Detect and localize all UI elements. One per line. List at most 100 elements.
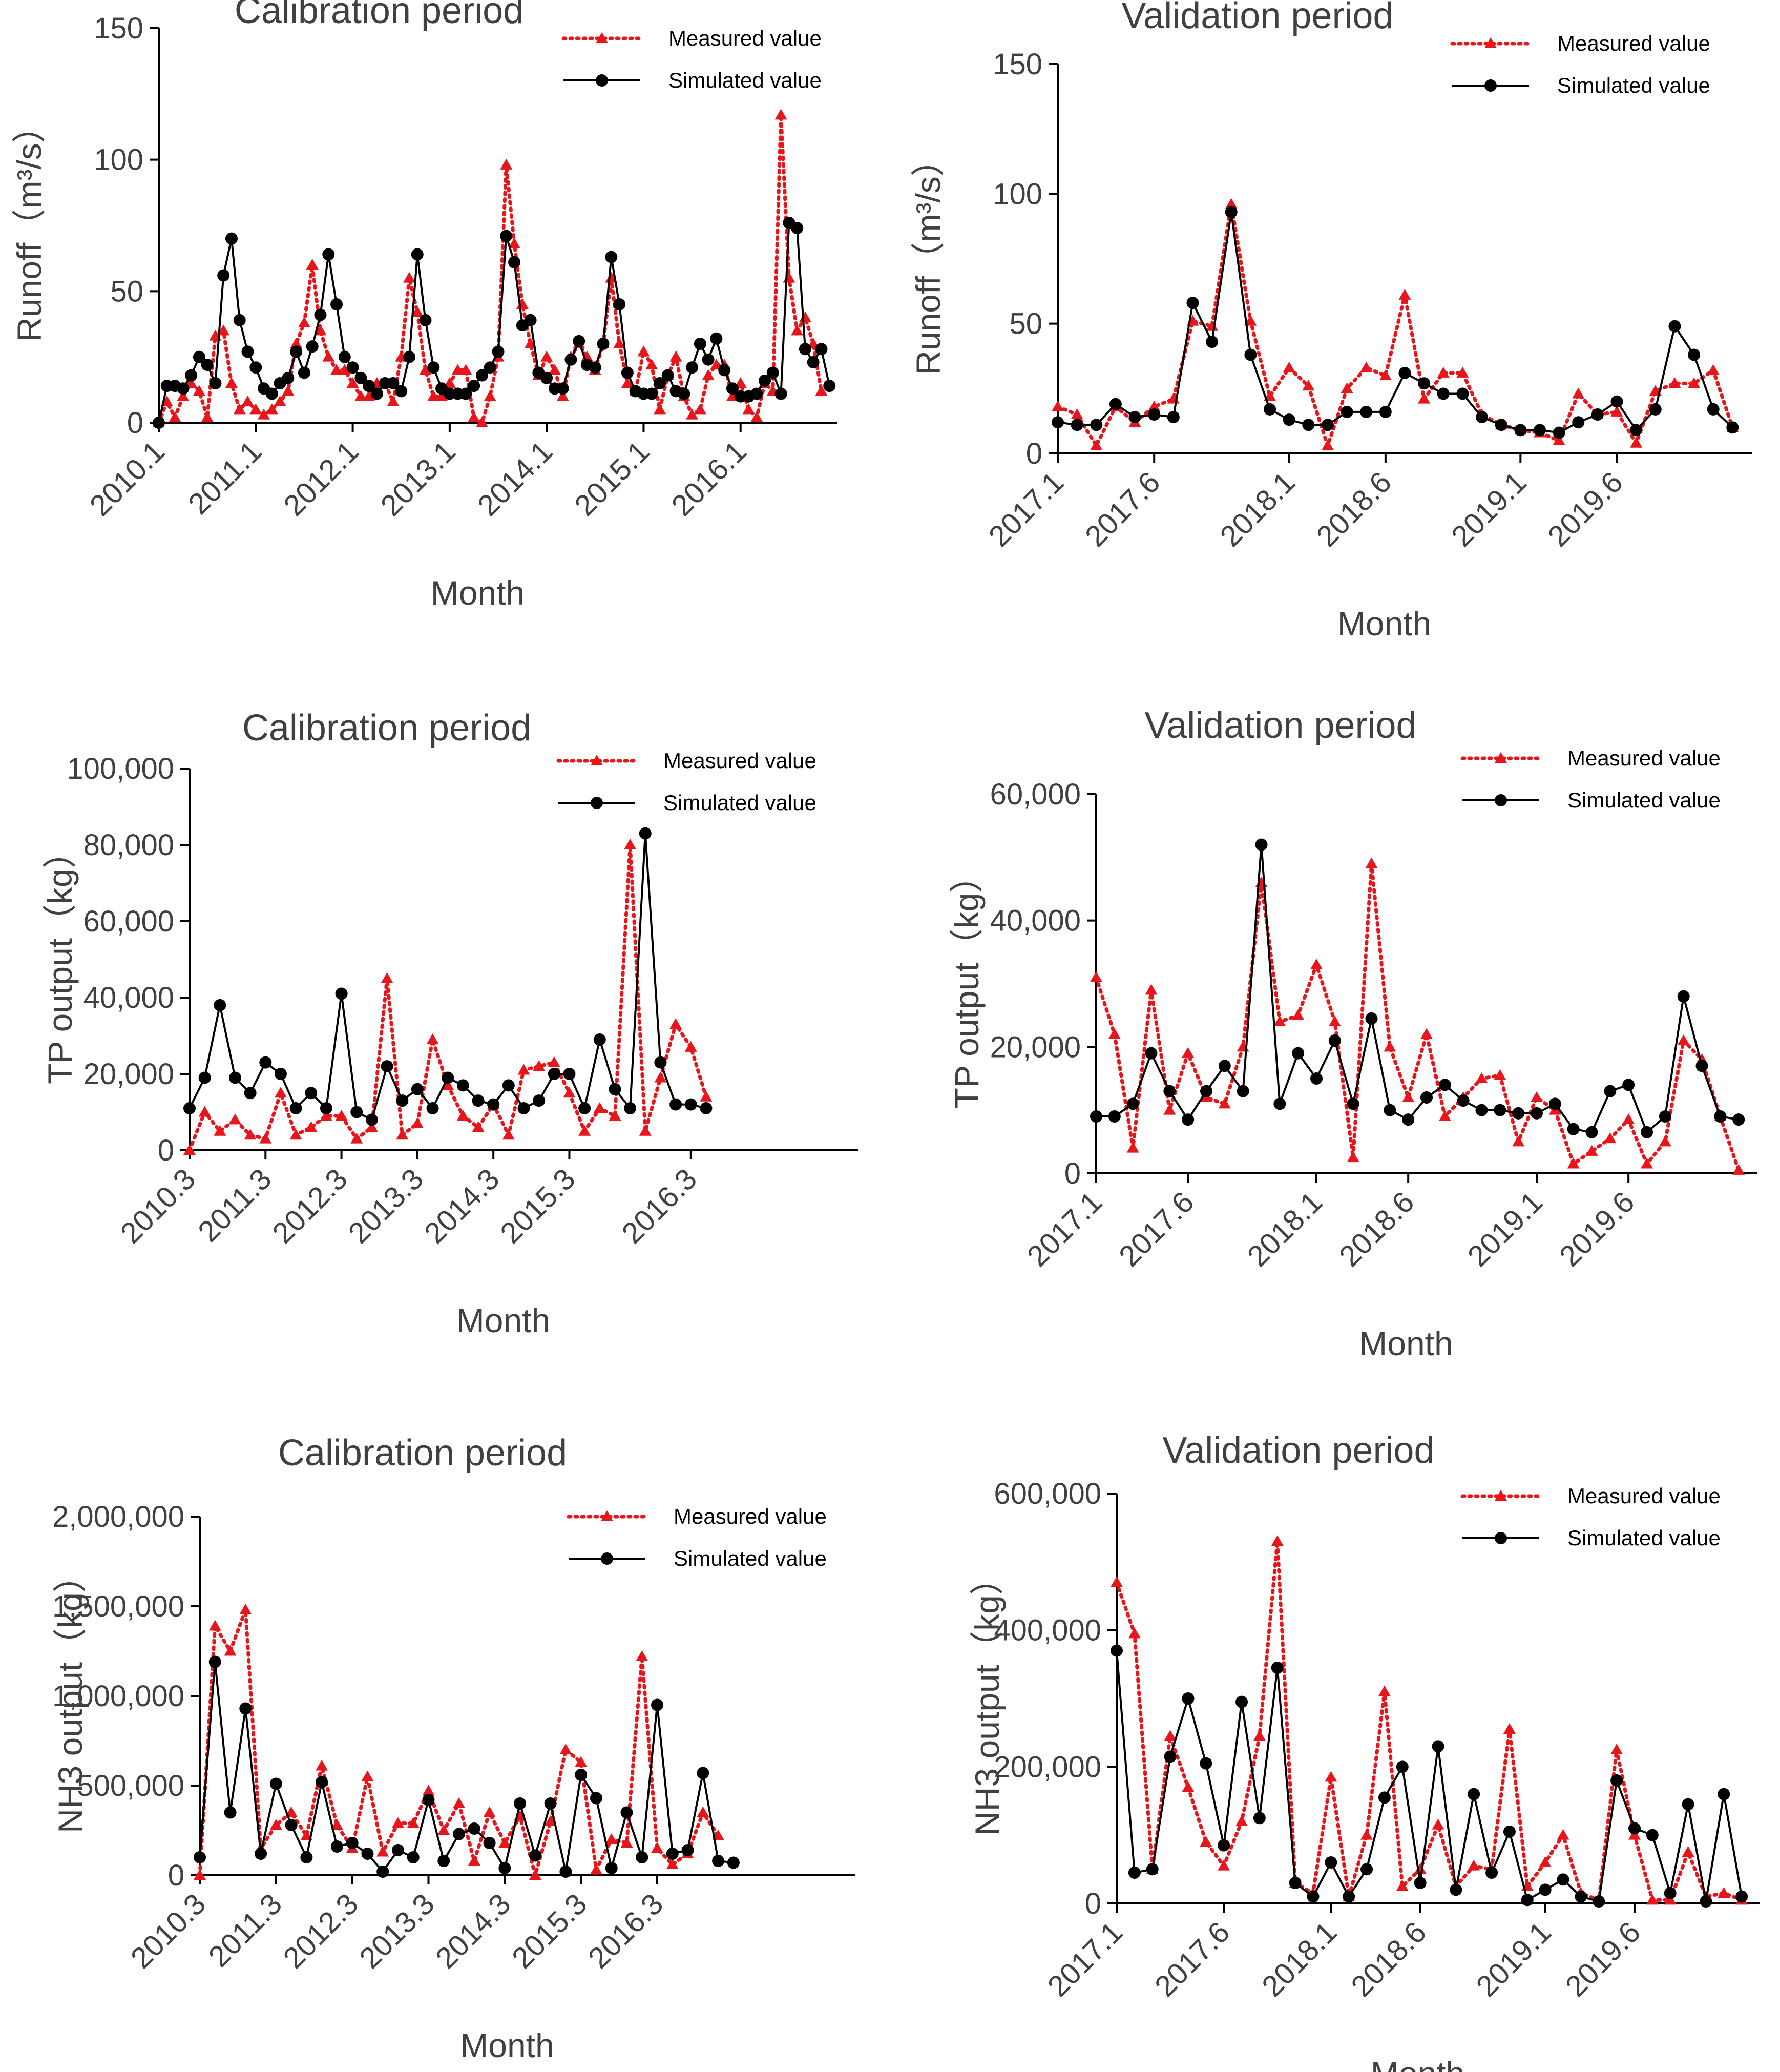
measured-point (548, 1056, 560, 1067)
measured-point (498, 1837, 511, 1848)
simulated-point (376, 1866, 389, 1878)
simulated-point (217, 269, 230, 282)
measured-point (1398, 288, 1411, 300)
x-tick-label: 2015.3 (494, 1162, 581, 1250)
simulated-point (1475, 1104, 1488, 1116)
chart-title: Validation period (1144, 705, 1416, 746)
measured-point (289, 1129, 302, 1140)
simulated-point (1512, 1107, 1525, 1120)
simulated-point (346, 1837, 359, 1849)
simulated-point (1090, 419, 1103, 431)
simulated-point (1641, 1126, 1653, 1138)
measured-point (484, 390, 496, 401)
simulated-point (718, 364, 731, 377)
simulated-point (726, 382, 739, 395)
simulated-point (1321, 419, 1334, 431)
measured-point (1052, 400, 1064, 411)
measured-point (459, 364, 472, 375)
simulated-point (578, 1102, 591, 1115)
measured-point (335, 1109, 348, 1121)
measured-point (559, 1744, 572, 1754)
simulated-point (524, 314, 537, 326)
simulated-point (194, 1851, 206, 1863)
simulated-point (556, 382, 569, 395)
measured-point (214, 1125, 226, 1136)
measured-point (274, 1087, 287, 1098)
simulated-point (502, 1079, 515, 1092)
measured-point (298, 316, 310, 327)
simulated-point (274, 1068, 287, 1080)
x-axis-label: Month (1371, 2055, 1464, 2072)
simulated-point (540, 371, 553, 384)
measured-point (1420, 1028, 1433, 1039)
chart-nh3-validation: 0 200,000 400,000 600,000 2017.1 2017.6 2018.1… (968, 1430, 1760, 2072)
measured-point (320, 1109, 332, 1121)
legend-measured-label: Measured value (1557, 31, 1710, 55)
x-tick-label: 2011.1 (182, 434, 268, 521)
x-tick-label: 2013.3 (342, 1162, 430, 1250)
simulated-point (1146, 1863, 1159, 1876)
simulated-point (548, 1068, 560, 1080)
simulated-point (456, 1079, 469, 1092)
measured-point (645, 359, 658, 370)
measured-point (613, 338, 626, 348)
simulated-point (533, 1094, 546, 1107)
y-tick-label: 50 (110, 275, 143, 308)
simulated-point (1553, 426, 1565, 439)
measured-point (475, 417, 488, 427)
measured-point (330, 1819, 343, 1830)
simulated-point (487, 1098, 500, 1111)
simulated-point (208, 1655, 221, 1668)
measured-point (306, 259, 319, 270)
measured-point (1402, 1091, 1415, 1102)
legend-simulated-label: Simulated value (1567, 1526, 1721, 1550)
measured-point (636, 1650, 648, 1661)
simulated-point (427, 361, 440, 374)
simulated-series-line (1057, 212, 1734, 434)
measured-point (330, 364, 343, 375)
measured-point (239, 1604, 252, 1614)
x-tick-label: 2016.3 (616, 1162, 703, 1250)
legend-measured-marker (596, 32, 608, 43)
y-tick-label: 1,000,000 (52, 1680, 184, 1713)
simulated-point (1292, 1047, 1305, 1060)
chart-runoff-validation: 0 50 100 150 2017.1 2017.6 2018.1 2018.6 2019.1 2… (909, 0, 1752, 643)
measured-point (468, 411, 480, 422)
simulated-point (411, 248, 424, 261)
legend: Measured value Simulated value (1460, 1484, 1721, 1550)
simulated-point (1343, 1890, 1355, 1903)
measured-point (451, 364, 464, 375)
simulated-point (1206, 336, 1219, 348)
measured-point (517, 1064, 530, 1075)
y-tick-label: 40,000 (990, 904, 1081, 938)
measured-point (639, 1125, 652, 1136)
measured-point (529, 1869, 541, 1880)
x-tick-label: 2017.6 (1113, 1185, 1200, 1273)
simulated-point (1714, 1110, 1727, 1123)
x-tick-label: 2015.1 (568, 434, 656, 522)
simulated-point (1514, 424, 1527, 437)
simulated-point (193, 350, 205, 363)
measured-point (244, 1129, 257, 1140)
legend: Measured value Simulated value (556, 749, 816, 815)
measured-point (669, 350, 682, 362)
simulated-point (1695, 1060, 1708, 1072)
simulated-point (209, 377, 222, 389)
measured-point (684, 1041, 697, 1052)
simulated-point (330, 298, 343, 310)
simulated-point (1283, 413, 1295, 426)
simulated-point (290, 345, 303, 358)
simulated-point (799, 343, 811, 356)
measured-point (1531, 1091, 1543, 1102)
measured-point (1512, 1135, 1525, 1147)
measured-point (1310, 959, 1323, 969)
simulated-point (636, 1851, 648, 1863)
simulated-point (395, 385, 408, 398)
measured-point (1677, 1034, 1690, 1045)
simulated-point (645, 387, 658, 400)
measured-point (224, 1645, 237, 1656)
simulated-point (1360, 405, 1373, 418)
simulated-point (1456, 387, 1469, 400)
simulated-point (712, 1855, 725, 1867)
measured-point (1164, 1730, 1177, 1741)
